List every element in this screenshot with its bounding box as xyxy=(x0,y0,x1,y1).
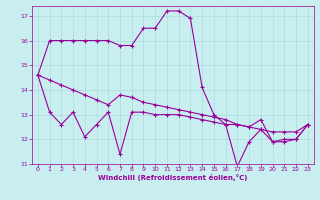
X-axis label: Windchill (Refroidissement éolien,°C): Windchill (Refroidissement éolien,°C) xyxy=(98,174,247,181)
